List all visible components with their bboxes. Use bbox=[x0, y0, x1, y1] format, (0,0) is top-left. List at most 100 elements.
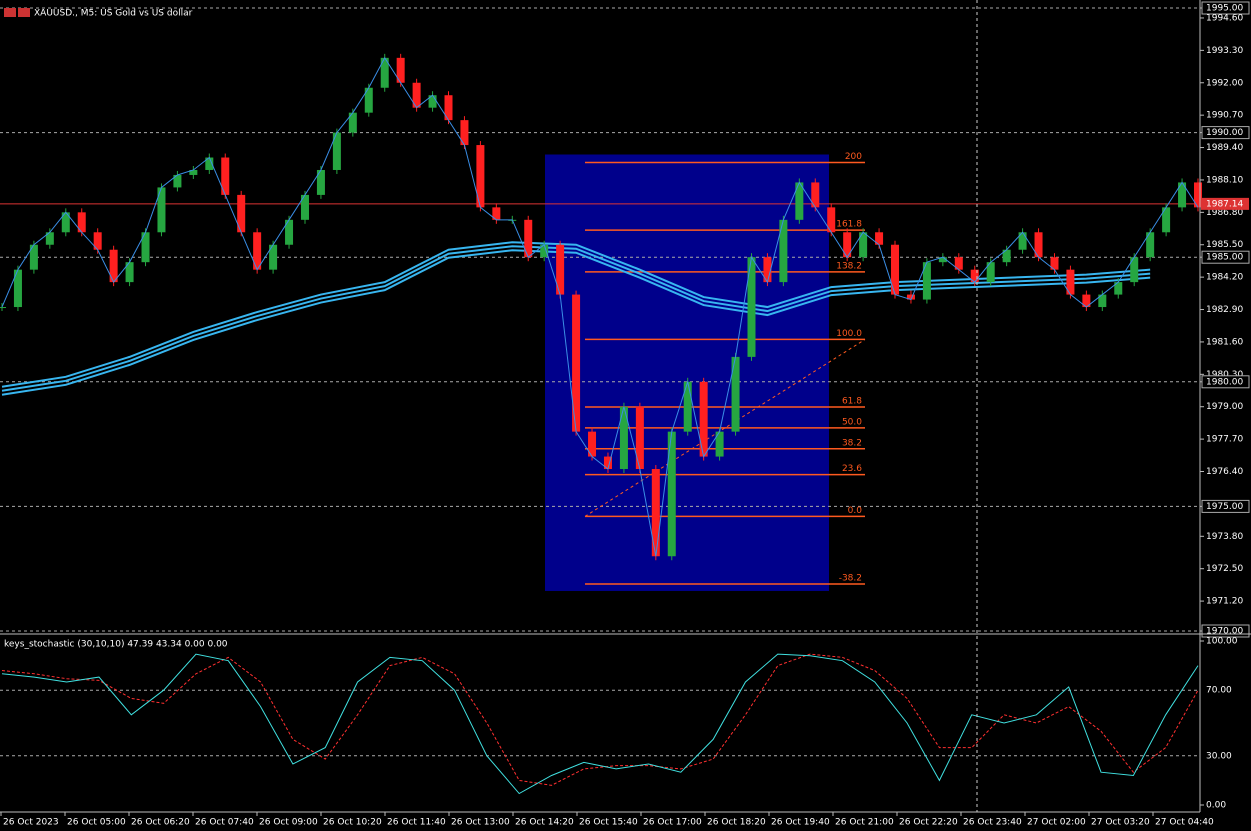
x-tick-label: 26 Oct 21:00 bbox=[835, 818, 894, 828]
candle bbox=[1098, 294, 1107, 308]
candle bbox=[189, 169, 198, 175]
candle bbox=[364, 87, 373, 113]
y-tick-label: 1989.40 bbox=[1206, 143, 1243, 153]
candle bbox=[476, 145, 485, 208]
x-tick-label: 26 Oct 19:40 bbox=[771, 818, 830, 828]
candle bbox=[1162, 207, 1171, 233]
stochastic-pane: 100.00 70.00 30.00 0.00 bbox=[0, 637, 1238, 811]
candle bbox=[938, 257, 947, 263]
fib-label: 138.2 bbox=[836, 261, 862, 271]
x-tick-label: 26 Oct 14:20 bbox=[515, 818, 574, 828]
fib-label: -38.2 bbox=[839, 573, 862, 583]
x-tick-label: 26 Oct 05:00 bbox=[67, 818, 126, 828]
y-tick-label: 1984.20 bbox=[1206, 273, 1243, 283]
candle bbox=[619, 406, 628, 470]
candle bbox=[572, 294, 581, 432]
x-tick-label: 26 Oct 10:20 bbox=[323, 818, 382, 828]
candle bbox=[827, 207, 836, 233]
candle bbox=[906, 294, 915, 300]
x-tick-label: 26 Oct 17:00 bbox=[643, 818, 702, 828]
candle bbox=[157, 187, 166, 233]
fib-label: 61.8 bbox=[842, 397, 862, 407]
candle bbox=[1018, 232, 1027, 250]
candle bbox=[651, 469, 660, 557]
y-tick-label: 1977.70 bbox=[1206, 435, 1243, 445]
candle bbox=[221, 157, 230, 195]
candle bbox=[859, 232, 868, 258]
candle bbox=[45, 232, 54, 245]
candle bbox=[1082, 294, 1091, 308]
fib-label: 161.8 bbox=[836, 220, 862, 230]
candle bbox=[77, 212, 86, 233]
candle bbox=[795, 182, 804, 220]
y-tick-label: 30.00 bbox=[1206, 751, 1232, 761]
moving-average bbox=[1, 245, 1151, 392]
candle bbox=[444, 95, 453, 121]
y-tick-label: 1986.80 bbox=[1206, 208, 1243, 218]
y-tick-label: 70.00 bbox=[1206, 686, 1232, 696]
fib-label: 38.2 bbox=[842, 438, 862, 448]
x-tick-label: 26 Oct 15:40 bbox=[579, 818, 638, 828]
candle bbox=[380, 57, 389, 88]
candle bbox=[667, 431, 676, 557]
candle bbox=[428, 95, 437, 108]
y-tick-label: 1990.00 bbox=[1206, 128, 1243, 138]
y-tick-label: 1988.10 bbox=[1206, 175, 1243, 185]
candle bbox=[460, 120, 469, 146]
y-tick-highlight bbox=[1201, 250, 1250, 264]
y-tick-label: 1995.00 bbox=[1206, 4, 1243, 14]
x-tick-label: 26 Oct 23:40 bbox=[963, 818, 1022, 828]
fib-label: 100.0 bbox=[836, 329, 862, 339]
y-tick-label: 1982.90 bbox=[1206, 305, 1243, 315]
x-tick-label: 27 Oct 02:00 bbox=[1027, 818, 1086, 828]
candle bbox=[556, 244, 565, 295]
candle bbox=[316, 169, 325, 195]
x-tick-label: 26 Oct 2023 bbox=[3, 818, 59, 828]
x-tick-label: 26 Oct 09:00 bbox=[259, 818, 318, 828]
fib-label: 23.6 bbox=[842, 464, 862, 474]
symbol-icon bbox=[4, 8, 16, 17]
candle bbox=[683, 381, 692, 432]
indicator-title: keys_stochastic (30,10,10) 47.39 43.34 0… bbox=[4, 640, 228, 650]
candle bbox=[1066, 269, 1075, 295]
candle bbox=[61, 212, 70, 233]
candle bbox=[13, 269, 22, 308]
candle bbox=[603, 456, 612, 470]
candle bbox=[731, 356, 740, 432]
moving-average bbox=[1, 249, 1151, 396]
y-tick-label: 1990.70 bbox=[1206, 111, 1243, 121]
y-tick-label: 1992.00 bbox=[1206, 78, 1243, 88]
candle bbox=[635, 406, 644, 470]
current-price-box bbox=[1201, 197, 1249, 210]
candle bbox=[205, 157, 214, 170]
moving-average bbox=[1, 241, 1151, 388]
y-tick-label: 1985.00 bbox=[1206, 253, 1243, 263]
candle bbox=[922, 262, 931, 300]
y-tick-label: 1970.00 bbox=[1206, 627, 1243, 637]
candle bbox=[173, 174, 182, 188]
candle bbox=[1002, 249, 1011, 263]
candle bbox=[253, 232, 262, 270]
y-tick-label: 1981.60 bbox=[1206, 337, 1243, 347]
x-tick-label: 27 Oct 03:20 bbox=[1091, 818, 1150, 828]
candle bbox=[300, 194, 309, 220]
candle bbox=[29, 244, 38, 270]
y-tick-label: 1975.00 bbox=[1206, 502, 1243, 512]
candle bbox=[141, 232, 150, 263]
y-tick-label: 1980.00 bbox=[1206, 377, 1243, 387]
candle bbox=[396, 57, 405, 83]
chart-title: XAUUSD., M5: US Gold vs US dollar bbox=[34, 9, 193, 19]
candle bbox=[269, 244, 278, 270]
candle bbox=[348, 112, 357, 133]
candle bbox=[412, 82, 421, 108]
candle bbox=[237, 194, 246, 233]
candle bbox=[715, 431, 724, 457]
candle bbox=[1050, 257, 1059, 270]
stochastic-signal bbox=[1, 653, 1199, 786]
y-tick-label: 0.00 bbox=[1206, 801, 1226, 811]
fib-trend bbox=[584, 339, 866, 517]
x-tick-label: 27 Oct 04:40 bbox=[1155, 818, 1214, 828]
candle bbox=[93, 232, 102, 250]
candle bbox=[811, 182, 820, 208]
